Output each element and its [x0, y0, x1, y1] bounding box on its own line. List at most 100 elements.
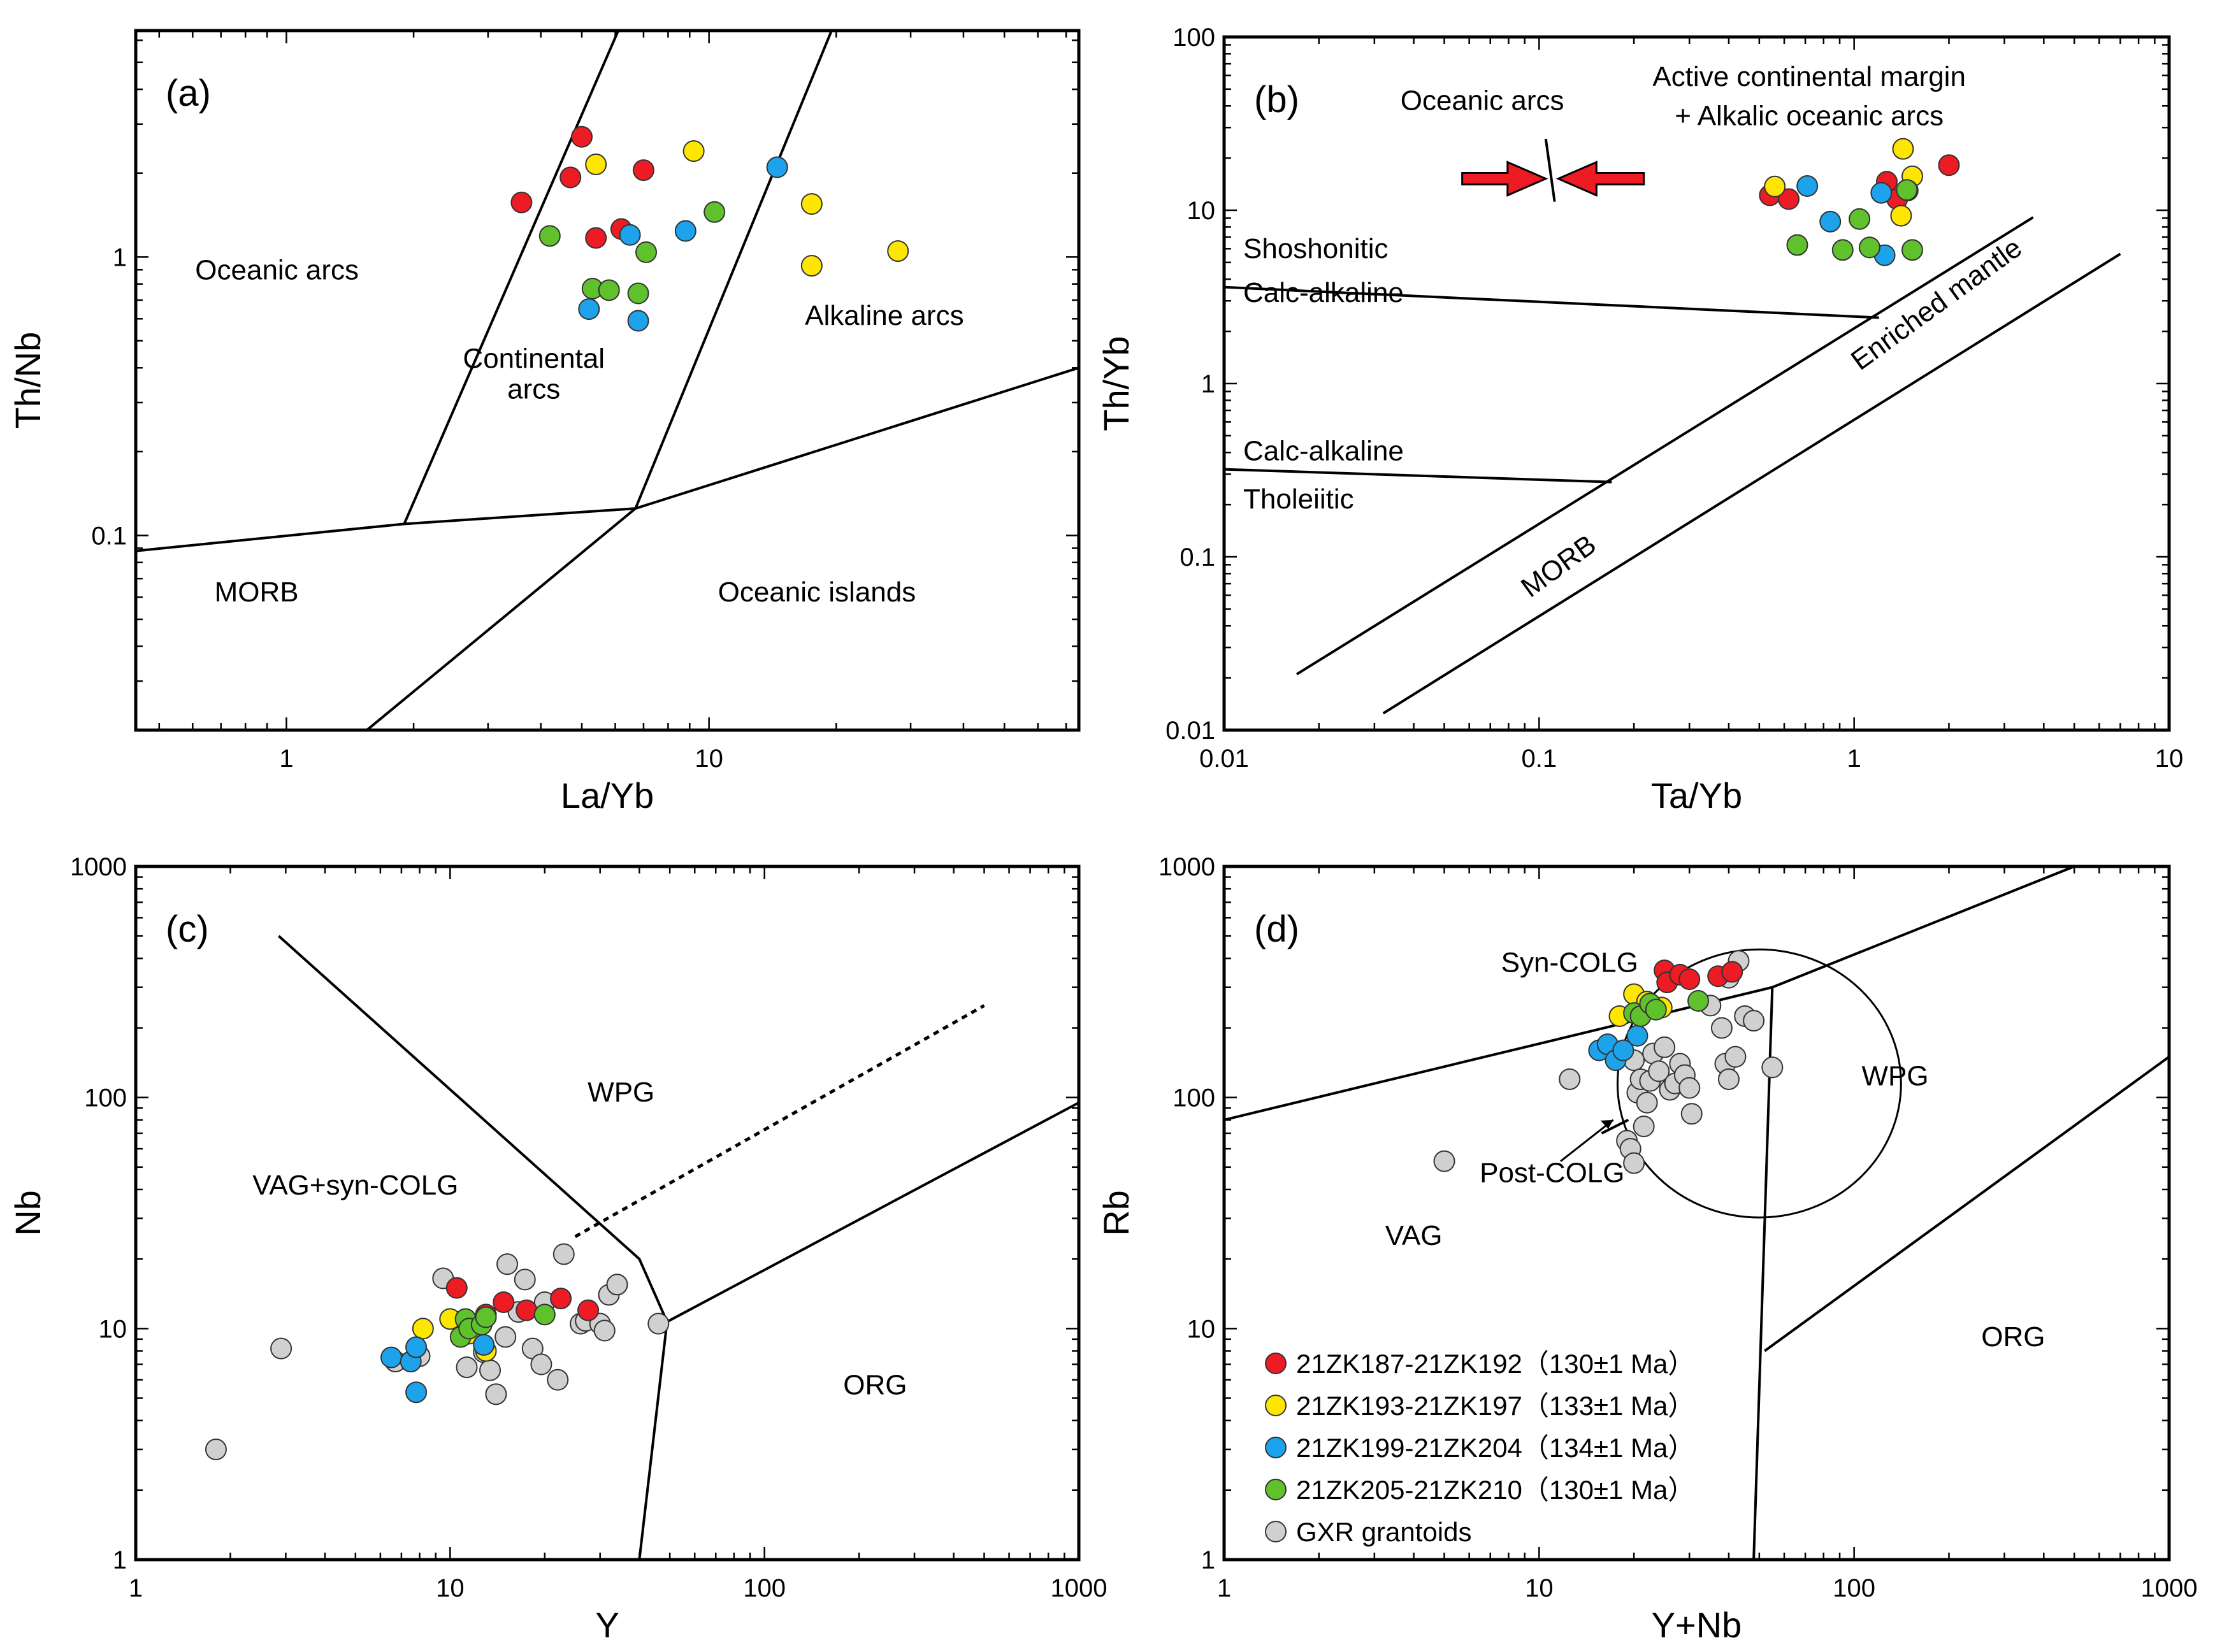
y-axis-title: Rb [1096, 1190, 1136, 1236]
field-label: Oceanic arcs [1401, 85, 1564, 116]
y-tick-label: 1000 [1158, 853, 1215, 881]
dashed-boundary-line [574, 1004, 985, 1239]
field-label: arcs [507, 374, 560, 405]
data-point-blue [405, 1336, 428, 1358]
post-colg-field-circle [1616, 948, 1902, 1219]
panel-label: (d) [1254, 909, 1299, 950]
x-tick-label: 0.01 [1199, 745, 1249, 773]
data-point-green [1831, 239, 1854, 261]
panel-a-tholeiite-arc-diagram: 1 10 0.1 1 La/Yb Th/Nb (a) Oceanic arcs Continen… [8, 29, 1081, 815]
y-tick-label: 1 [113, 1546, 127, 1574]
data-point-red [577, 1299, 600, 1321]
data-point-red [510, 191, 533, 213]
data-point-red [493, 1291, 515, 1314]
y-tick-label: 0.01 [1165, 717, 1215, 745]
y-tick-label: 100 [1172, 1084, 1215, 1112]
y-tick-label: 10 [99, 1315, 127, 1343]
data-point-gray [647, 1312, 670, 1335]
legend-label: 21ZK187-21ZK192（130±1 Ma） [1296, 1349, 1694, 1379]
data-point-yellow [887, 240, 909, 262]
y-tick-label: 10 [1187, 1315, 1216, 1343]
field-boundary-line [634, 30, 833, 509]
data-point-gray [1678, 1077, 1701, 1099]
data-point-blue [405, 1381, 428, 1404]
data-point-green [1858, 236, 1880, 259]
legend-label: 21ZK193-21ZK197（133±1 Ma） [1296, 1391, 1694, 1421]
post-colg-leader-line [1560, 1119, 1614, 1162]
field-boundary-line [1544, 138, 1556, 202]
x-tick-label: 10 [436, 1574, 465, 1602]
field-label: Shoshonitic [1243, 233, 1388, 264]
x-axis-title: Y+Nb [1652, 1605, 1742, 1645]
data-point-green [1645, 998, 1667, 1021]
plot-frame [134, 865, 1081, 1562]
y-axis-title: Nb [8, 1190, 48, 1236]
field-label: ORG [1981, 1321, 2045, 1353]
panel-d-rb-ynb-discrimination-diagram: 1 10 100 1000 1 10 100 1000 Y+Nb Rb (d) Syn-COLG WPG… [1096, 853, 2197, 1645]
field-boundary-line [135, 366, 1079, 552]
field-label: WPG [588, 1077, 654, 1108]
y-axis-title: Th/Nb [8, 332, 48, 429]
x-tick-label: 0.1 [1522, 745, 1557, 773]
data-point-blue [674, 220, 696, 242]
data-point-blue [1612, 1039, 1634, 1061]
data-point-red [632, 159, 654, 182]
panel-b-thyb-tayb-diagram: 0.01 0.1 1 10 0.01 0.1 1 10 100 Ta/Yb Th/Yb (b) Ocea… [1096, 24, 2183, 815]
data-point-yellow [412, 1318, 434, 1340]
data-point-green [598, 279, 620, 301]
x-tick-label: 100 [743, 1574, 786, 1602]
data-point-green [538, 225, 561, 247]
field-boundary-line [1764, 1056, 2170, 1353]
field-boundary-line [1752, 987, 1774, 1560]
plot-frame [1222, 865, 2171, 1562]
x-tick-label: 1000 [2141, 1574, 2198, 1602]
y-tick-label: 1000 [70, 853, 127, 881]
field-label: ORG [843, 1369, 907, 1400]
field-label: Alkaline arcs [805, 300, 963, 331]
legend-marker-red [1265, 1353, 1287, 1374]
data-point-green [1786, 234, 1808, 256]
plot-frame [1222, 35, 2171, 732]
red-arrow-icon [1461, 161, 1548, 197]
panel-label: (b) [1254, 79, 1299, 120]
field-boundary-line [1223, 285, 1879, 319]
field-label: Post-COLG [1480, 1158, 1624, 1189]
data-point-gray [1636, 1091, 1658, 1114]
data-point-green [1901, 239, 1923, 261]
x-tick-label: 10 [1525, 1574, 1554, 1602]
field-label: Calc-alkaline [1243, 277, 1404, 308]
legend: 21ZK187-21ZK192（130±1 Ma） 21ZK193-21ZK197… [1265, 1349, 1694, 1547]
data-point-gray [456, 1356, 478, 1379]
data-point-yellow [585, 154, 607, 176]
data-point-green [703, 201, 726, 223]
field-boundary-line [1382, 252, 2121, 715]
x-tick-label: 1 [1217, 1574, 1231, 1602]
data-point-gray [1761, 1056, 1784, 1079]
legend-marker-gray [1265, 1521, 1287, 1542]
field-label: MORB [215, 577, 299, 608]
data-point-red [550, 1288, 572, 1310]
data-point-blue [1819, 210, 1842, 233]
data-point-gray [1717, 1068, 1740, 1090]
plot-frame [134, 29, 1081, 732]
legend-marker-green [1265, 1479, 1287, 1500]
data-point-yellow [800, 255, 823, 277]
field-label: Oceanic arcs [195, 255, 359, 286]
data-point-gray [1648, 1060, 1670, 1082]
data-point-green [1896, 179, 1918, 201]
data-point-blue [766, 156, 788, 178]
y-tick-label: 1 [1201, 1546, 1215, 1574]
data-point-gray [1710, 1017, 1733, 1039]
x-tick-label: 10 [695, 745, 723, 773]
field-label: MORB [1515, 529, 1602, 603]
data-point-gray [270, 1337, 292, 1360]
data-point-yellow [1890, 205, 1912, 227]
data-point-green [635, 241, 658, 263]
data-point-red [1938, 154, 1960, 176]
field-boundary-line [1223, 468, 1612, 484]
field-boundary-line [638, 1321, 668, 1560]
y-tick-label: 1 [1201, 370, 1215, 398]
data-point-gray [494, 1326, 517, 1348]
field-label: Calc-alkaline [1243, 436, 1404, 467]
